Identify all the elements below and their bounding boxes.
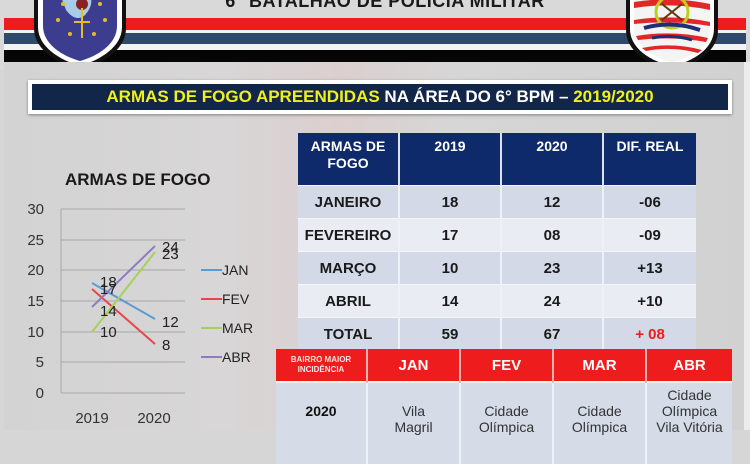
table-header-row: ARMAS DE FOGO 2019 2020 DIF. REAL — [298, 133, 696, 186]
white-stripe — [4, 44, 746, 50]
col-header-mar: MAR — [553, 349, 647, 382]
svg-text:15: 15 — [27, 293, 44, 310]
table-total-row: TOTAL 59 67 + 08 — [298, 317, 696, 350]
banner-subject: ARMAS DE FOGO APREENDIDAS — [106, 87, 380, 106]
svg-text:10: 10 — [27, 324, 44, 341]
chart-legend: JAN FEV MAR ABR — [201, 262, 253, 365]
svg-text:25: 25 — [27, 232, 44, 249]
svg-text:JAN: JAN — [222, 262, 248, 278]
cell-2019: 17 — [399, 218, 502, 252]
cell-diff: +13 — [603, 251, 696, 285]
x-axis-ticks: 2019 2020 — [75, 410, 170, 427]
chart-gridlines — [60, 208, 185, 394]
col-header-abr: ABR — [646, 349, 732, 382]
banner-period: 2019/2020 — [573, 87, 654, 106]
col-header-2020: 2020 — [501, 133, 604, 186]
table-row: 2020 Vila Magril Cidade Olímpica Cidade Olí… — [276, 381, 732, 464]
banner-area: NA ÁREA DO 6° BPM – — [379, 87, 574, 106]
svg-text:2020: 2020 — [137, 410, 170, 427]
svg-text:0: 0 — [36, 385, 44, 402]
svg-text:18: 18 — [100, 274, 117, 291]
cell-diff: -09 — [603, 218, 696, 252]
battalion-crest-icon — [34, 0, 126, 70]
svg-text:23: 23 — [162, 246, 179, 263]
cell-2019: 59 — [399, 317, 502, 350]
svg-text:ABR: ABR — [222, 349, 251, 365]
col-header-category: ARMAS DE FOGO — [298, 133, 400, 186]
cell-diff-total: + 08 — [603, 317, 696, 350]
cell-abr: Cidade Olímpica Vila Vitória — [646, 381, 732, 464]
svg-text:8: 8 — [162, 337, 170, 354]
cell-mar: Cidade Olímpica — [553, 381, 647, 464]
cell-month: TOTAL — [298, 317, 400, 350]
cell-2020: 08 — [501, 218, 604, 252]
cell-2020: 23 — [501, 251, 604, 285]
svg-text:12: 12 — [162, 314, 179, 331]
svg-text:30: 30 — [27, 201, 44, 218]
svg-text:17: 17 — [100, 281, 117, 298]
svg-text:FEV: FEV — [222, 291, 250, 307]
cell-month: FEVEREIRO — [298, 218, 400, 252]
table-row: JANEIRO 18 12 -06 — [298, 185, 696, 219]
chart-title: ARMAS DE FOGO — [65, 170, 211, 189]
cell-2020: 12 — [501, 185, 604, 219]
cell-2019: 14 — [399, 284, 502, 318]
header-bar: 6° BATALHÃO DE POLÍCIA MILITAR — [0, 0, 750, 70]
series-jan-line — [91, 282, 156, 320]
table-row: ABRIL 14 24 +10 — [298, 284, 696, 318]
seizures-table: ARMAS DE FOGO 2019 2020 DIF. REAL JANEIRO… — [298, 133, 696, 350]
cell-2019: 10 — [399, 251, 502, 285]
background-edge — [744, 62, 750, 430]
series-mar-line — [91, 251, 156, 333]
cell-2019: 18 — [399, 185, 502, 219]
cell-year: 2020 — [276, 381, 368, 464]
cell-diff: +10 — [603, 284, 696, 318]
svg-text:2019: 2019 — [75, 410, 108, 427]
state-police-shield-icon — [626, 0, 718, 70]
series-abr-line — [91, 245, 156, 308]
svg-text:24: 24 — [162, 239, 179, 256]
cell-2020: 67 — [501, 317, 604, 350]
data-labels: 18 17 10 14 12 8 23 24 — [100, 239, 179, 354]
col-header-jan: JAN — [367, 349, 461, 382]
svg-text:5: 5 — [36, 354, 44, 371]
title-banner: ARMAS DE FOGO APREENDIDAS NA ÁREA DO 6° … — [28, 80, 732, 114]
col-header-fev: FEV — [460, 349, 554, 382]
black-stripe — [4, 50, 746, 62]
col-header-2019: 2019 — [399, 133, 502, 186]
col-header-diff: DIF. REAL — [603, 133, 696, 186]
cell-fev: Cidade Olímpica — [460, 381, 554, 464]
svg-text:14: 14 — [100, 303, 117, 320]
y-axis-ticks: 30 25 20 15 10 5 0 — [27, 201, 44, 402]
table-row: MARÇO 10 23 +13 — [298, 251, 696, 285]
blue-stripe — [4, 33, 746, 44]
svg-text:MAR: MAR — [222, 320, 253, 336]
line-chart: 30 25 20 15 10 5 0 2019 2020 18 17 10 14… — [27, 201, 253, 427]
table-row: FEVEREIRO 17 08 -09 — [298, 218, 696, 252]
cell-2020: 24 — [501, 284, 604, 318]
cell-jan: Vila Magril — [367, 381, 461, 464]
red-stripe — [4, 18, 746, 30]
svg-text:10: 10 — [100, 324, 117, 341]
svg-text:20: 20 — [27, 262, 44, 279]
col-header-bairro: BAIRRO MAIOR INCIDÊNCIA — [276, 349, 368, 382]
cell-month: MARÇO — [298, 251, 400, 285]
white-stripe — [4, 30, 746, 33]
page-title: 6° BATALHÃO DE POLÍCIA MILITAR — [225, 0, 545, 11]
cell-month: ABRIL — [298, 284, 400, 318]
neighborhood-table: BAIRRO MAIOR INCIDÊNCIA JAN FEV MAR ABR 2… — [276, 349, 732, 464]
cell-month: JANEIRO — [298, 185, 400, 219]
cell-diff: -06 — [603, 185, 696, 219]
table-header-row: BAIRRO MAIOR INCIDÊNCIA JAN FEV MAR ABR — [276, 349, 732, 382]
